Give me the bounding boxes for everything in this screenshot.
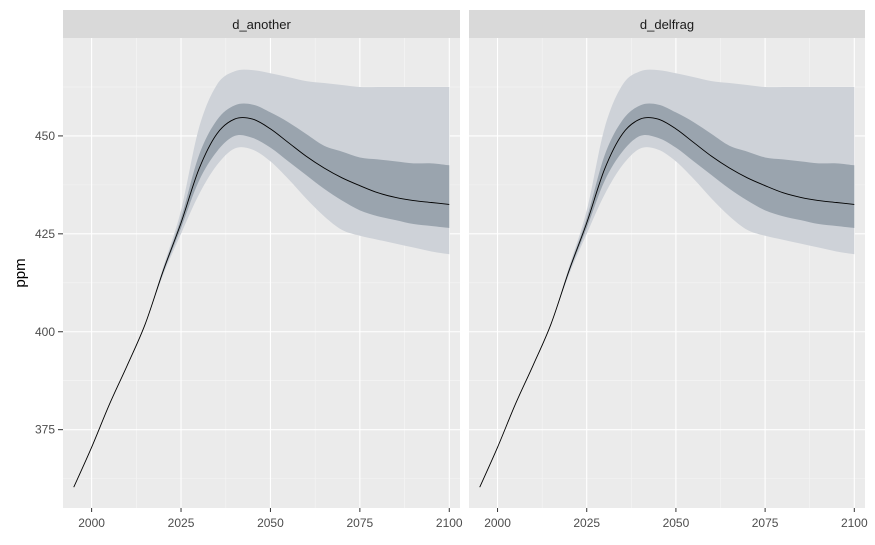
x-tick-label: 2075 <box>347 516 374 530</box>
y-tick-label: 425 <box>35 227 55 241</box>
x-tick-label: 2025 <box>573 516 600 530</box>
x-tick-label: 2025 <box>168 516 195 530</box>
y-axis-title: ppm <box>12 258 29 287</box>
facet-panel-1: d_another 2000 2025 2050 2075 2100 <box>63 10 463 530</box>
y-tick-label: 400 <box>35 325 55 339</box>
facet-strip-label: d_another <box>232 17 291 32</box>
facet-strip <box>469 10 865 38</box>
median-line <box>73 117 450 488</box>
inner-interval-band <box>73 103 450 488</box>
facet-panel-2: d_delfrag 2000 2025 2050 2075 2100 <box>469 10 868 530</box>
x-tick-label: 2100 <box>841 516 868 530</box>
x-tick-label: 2050 <box>663 516 690 530</box>
median-line <box>479 117 855 488</box>
facet-strip <box>63 10 460 38</box>
facet-strip-label: d_delfrag <box>640 17 694 32</box>
x-tick-label: 2075 <box>752 516 779 530</box>
x-tick-label: 2050 <box>257 516 284 530</box>
x-tick-label: 2000 <box>484 516 511 530</box>
x-tick-label: 2000 <box>78 516 105 530</box>
y-tick-label: 375 <box>35 423 55 437</box>
x-tick-label: 2100 <box>436 516 463 530</box>
y-tick-label: 450 <box>35 129 55 143</box>
inner-interval-band <box>479 103 855 488</box>
